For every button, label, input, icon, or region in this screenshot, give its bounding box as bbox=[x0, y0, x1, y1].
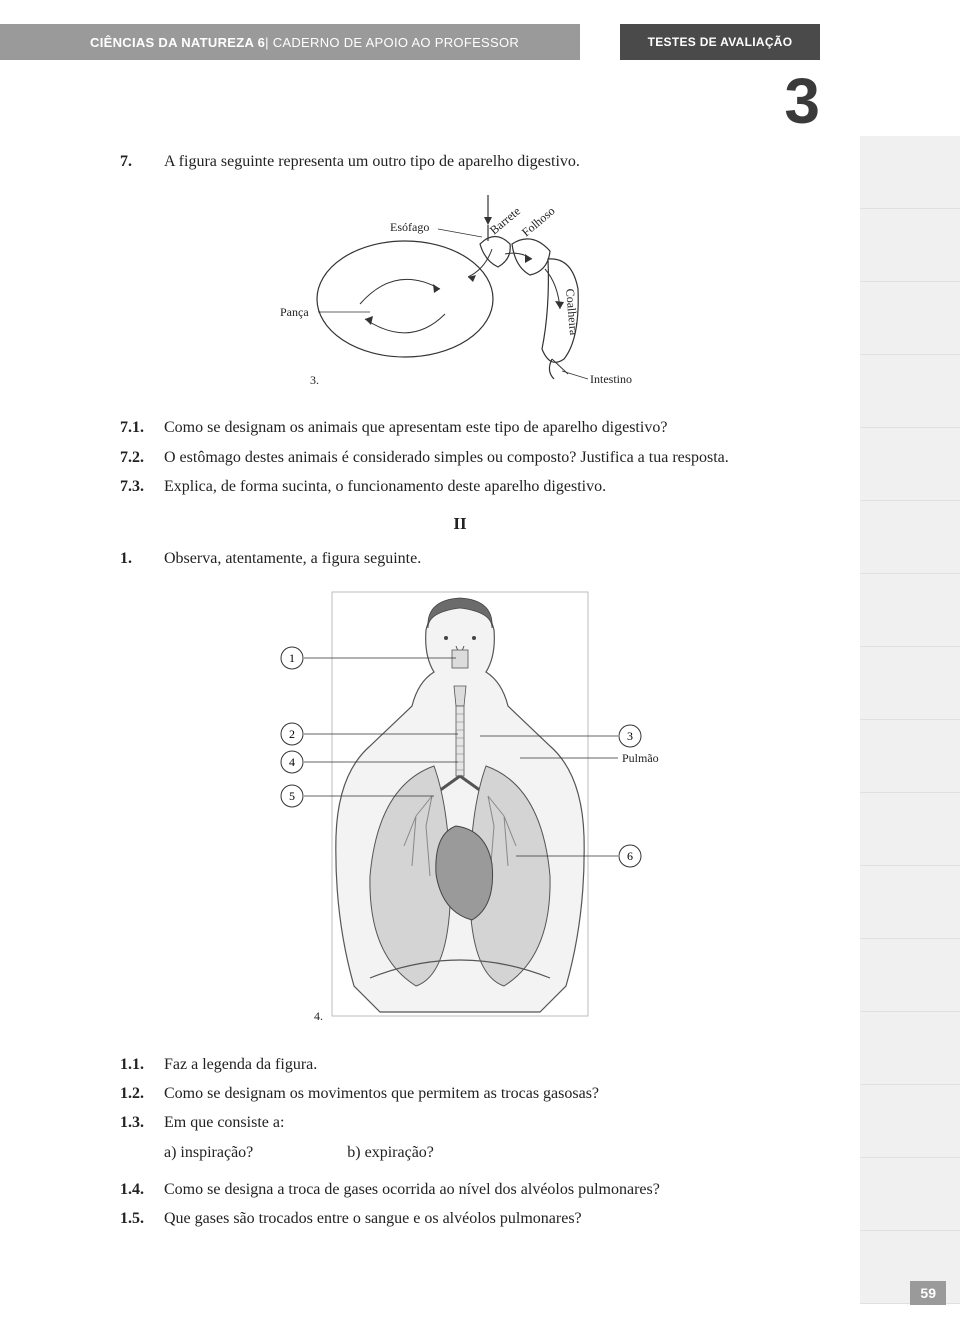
tab-row bbox=[860, 574, 960, 647]
q-text: Como se designam os animais que apresent… bbox=[164, 416, 800, 439]
chapter-number: 3 bbox=[784, 64, 820, 138]
tab-row bbox=[860, 720, 960, 793]
q-num: 1.2. bbox=[120, 1082, 164, 1105]
question-1-4: 1.4. Como se designa a troca de gases oc… bbox=[120, 1178, 800, 1201]
tab-row bbox=[860, 1085, 960, 1158]
tab-row bbox=[860, 209, 960, 282]
side-tabs bbox=[860, 136, 960, 1304]
fig1-caption-num: 3. bbox=[310, 373, 319, 387]
tab-row bbox=[860, 866, 960, 939]
q-text: Faz a legenda da figura. bbox=[164, 1053, 800, 1076]
q-text: Observa, atentamente, a figura seguinte. bbox=[164, 547, 800, 570]
callout-6: 6 bbox=[627, 849, 633, 863]
header-right: TESTES DE AVALIAÇÃO bbox=[620, 24, 820, 60]
q13-b: b) expiração? bbox=[347, 1141, 434, 1164]
q-num: 7.1. bbox=[120, 416, 164, 439]
q-text: Explica, de forma sucinta, o funcionamen… bbox=[164, 475, 800, 498]
figure-respiratory-system: 1 2 4 5 3 Pulmão 6 4. bbox=[220, 586, 700, 1033]
label-pulmao: Pulmão bbox=[622, 751, 659, 765]
q-num: 7. bbox=[120, 150, 164, 173]
callout-5: 5 bbox=[289, 789, 295, 803]
label-barrete: Barrete bbox=[487, 204, 523, 237]
q13-a: a) inspiração? bbox=[164, 1141, 253, 1164]
question-1-3: 1.3. Em que consiste a: bbox=[120, 1111, 800, 1134]
q-num: 1.5. bbox=[120, 1207, 164, 1230]
page-number: 59 bbox=[910, 1281, 946, 1305]
question-1: 1. Observa, atentamente, a figura seguin… bbox=[120, 547, 800, 570]
q-num: 7.3. bbox=[120, 475, 164, 498]
question-7-1: 7.1. Como se designam os animais que apr… bbox=[120, 416, 800, 439]
label-panca: Pança bbox=[280, 305, 309, 319]
question-1-3-options: a) inspiração? b) expiração? bbox=[120, 1141, 800, 1164]
tab-row bbox=[860, 1012, 960, 1085]
tests-label: TESTES DE AVALIAÇÃO bbox=[648, 35, 793, 49]
question-7-3: 7.3. Explica, de forma sucinta, o funcio… bbox=[120, 475, 800, 498]
label-esofago: Esófago bbox=[390, 220, 429, 234]
tab-row bbox=[860, 428, 960, 501]
tab-row bbox=[860, 939, 960, 1012]
q-num: 1.3. bbox=[120, 1111, 164, 1134]
question-7: 7. A figura seguinte representa um outro… bbox=[120, 150, 800, 173]
question-1-1: 1.1. Faz a legenda da figura. bbox=[120, 1053, 800, 1076]
q-text: A figura seguinte representa um outro ti… bbox=[164, 150, 800, 173]
header-bar: CIÊNCIAS DA NATUREZA 6 | CADERNO DE APOI… bbox=[0, 24, 820, 60]
callout-4: 4 bbox=[289, 755, 295, 769]
q-text: Em que consiste a: bbox=[164, 1111, 800, 1134]
content: 7. A figura seguinte representa um outro… bbox=[120, 150, 800, 1236]
q-num: 1. bbox=[120, 547, 164, 570]
question-1-5: 1.5. Que gases são trocados entre o sang… bbox=[120, 1207, 800, 1230]
ruminant-stomach-svg: Esófago Barrete Folhoso Pança Coalheira … bbox=[250, 189, 670, 389]
q-text: O estômago destes animais é considerado … bbox=[164, 446, 800, 469]
figure-ruminant-stomach: Esófago Barrete Folhoso Pança Coalheira … bbox=[250, 189, 670, 396]
q-num: 1.1. bbox=[120, 1053, 164, 1076]
tab-row bbox=[860, 647, 960, 720]
callout-3: 3 bbox=[627, 729, 633, 743]
callout-1: 1 bbox=[289, 651, 295, 665]
header-left: CIÊNCIAS DA NATUREZA 6 | CADERNO DE APOI… bbox=[0, 24, 580, 60]
q-text: Como se designa a troca de gases ocorrid… bbox=[164, 1178, 800, 1201]
label-folhoso: Folhoso bbox=[519, 204, 558, 240]
question-7-2: 7.2. O estômago destes animais é conside… bbox=[120, 446, 800, 469]
fig2-caption-num: 4. bbox=[314, 1009, 323, 1023]
q-text: Como se designam os movimentos que permi… bbox=[164, 1082, 800, 1105]
question-1-2: 1.2. Como se designam os movimentos que … bbox=[120, 1082, 800, 1105]
tab-row bbox=[860, 136, 960, 209]
label-intestino: Intestino bbox=[590, 372, 632, 386]
tab-row bbox=[860, 1158, 960, 1231]
q-num: 7.2. bbox=[120, 446, 164, 469]
subject-bold: CIÊNCIAS DA NATUREZA 6 bbox=[90, 35, 265, 50]
subject-rest: | CADERNO DE APOIO AO PROFESSOR bbox=[265, 35, 519, 50]
tab-row bbox=[860, 355, 960, 428]
callout-2: 2 bbox=[289, 727, 295, 741]
tab-row bbox=[860, 793, 960, 866]
q-num: 1.4. bbox=[120, 1178, 164, 1201]
section-ii-heading: II bbox=[120, 512, 800, 537]
q-text: Que gases são trocados entre o sangue e … bbox=[164, 1207, 800, 1230]
tab-row bbox=[860, 501, 960, 574]
tab-row bbox=[860, 282, 960, 355]
page: CIÊNCIAS DA NATUREZA 6 | CADERNO DE APOI… bbox=[0, 0, 960, 1323]
respiratory-svg: 1 2 4 5 3 Pulmão 6 4. bbox=[220, 586, 700, 1026]
